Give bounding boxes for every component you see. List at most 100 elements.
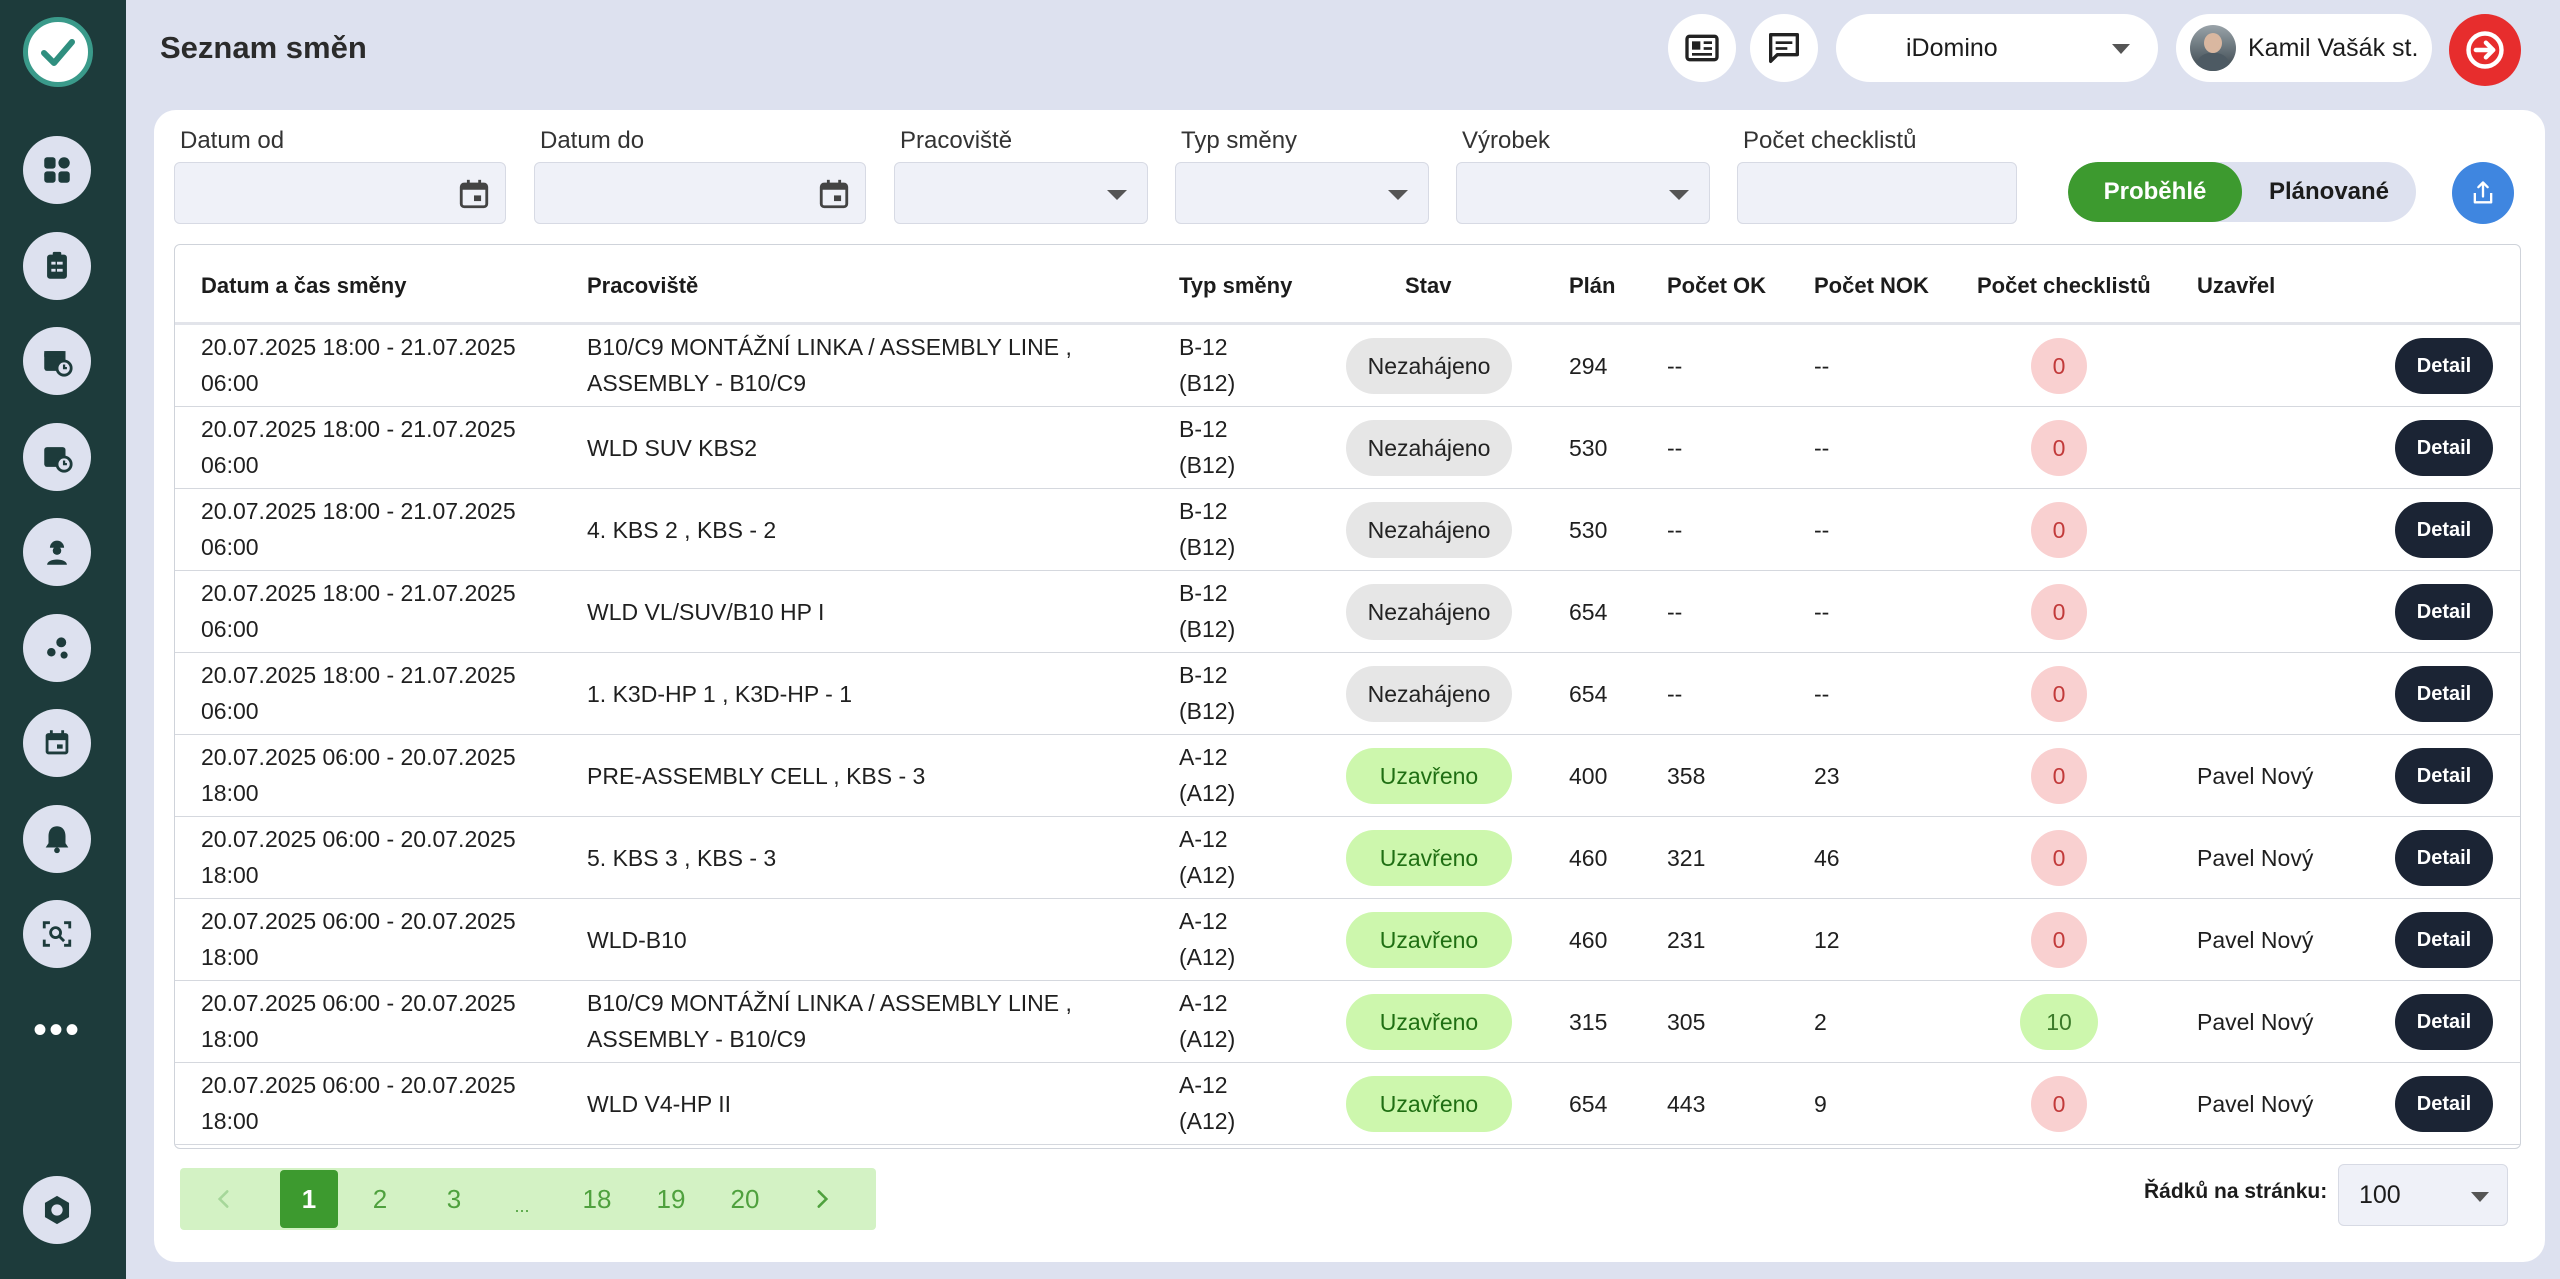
cell-workplace: 4. KBS 2 , KBS - 2 bbox=[587, 517, 777, 543]
col-nok[interactable]: Počet NOK bbox=[1814, 273, 1929, 298]
sidebar-item-notifications[interactable] bbox=[23, 805, 91, 873]
sidebar-item-settings[interactable] bbox=[23, 1176, 91, 1244]
table-row[interactable]: 20.07.2025 06:00 - 20.07.2025 18:00 PRE-A… bbox=[175, 735, 2520, 817]
rows-per-page-select[interactable]: 100 bbox=[2338, 1164, 2508, 1226]
detail-button[interactable]: Detail bbox=[2395, 338, 2493, 394]
cell-workplace: WLD VL/SUV/B10 HP I bbox=[587, 599, 825, 625]
cell-nok: -- bbox=[1814, 599, 1830, 625]
page-2[interactable]: 2 bbox=[372, 1183, 388, 1214]
cell-type: B-12 (B12) bbox=[1179, 662, 1236, 724]
shift-table: Datum a čas směny Pracoviště Typ směny S… bbox=[174, 244, 2521, 1149]
cell-type: B-12 (B12) bbox=[1179, 416, 1236, 478]
sidebar-item-dashboard[interactable] bbox=[23, 136, 91, 204]
table-row[interactable]: 20.07.2025 18:00 - 21.07.2025 06:00 1. K3… bbox=[175, 653, 2520, 735]
cell-workplace: B10/C9 MONTÁŽNÍ LINKA / ASSEMBLY LINE , … bbox=[587, 990, 1072, 1052]
product-select[interactable] bbox=[1456, 162, 1710, 224]
shift-type-select[interactable] bbox=[1175, 162, 1429, 224]
status-badge: Nezahájeno bbox=[1346, 584, 1512, 640]
app-logo[interactable] bbox=[23, 17, 93, 87]
sidebar-more-button[interactable]: ••• bbox=[32, 1008, 81, 1052]
sidebar-item-processes[interactable] bbox=[23, 614, 91, 682]
table-row[interactable]: 20.07.2025 18:00 - 21.07.2025 06:00 WLD V… bbox=[175, 571, 2520, 653]
logout-button[interactable] bbox=[2449, 14, 2521, 86]
sidebar-item-checklists[interactable] bbox=[23, 232, 91, 300]
cell-nok: -- bbox=[1814, 353, 1830, 379]
user-menu[interactable]: Kamil Vašák st. bbox=[2176, 14, 2432, 82]
cell-ok: -- bbox=[1667, 517, 1683, 543]
detail-button[interactable]: Detail bbox=[2395, 502, 2493, 558]
check-logo-icon bbox=[41, 39, 75, 66]
bell-icon bbox=[45, 826, 69, 854]
page-20[interactable]: 20 bbox=[730, 1183, 760, 1214]
detail-button[interactable]: Detail bbox=[2395, 420, 2493, 476]
calendar-icon[interactable] bbox=[817, 177, 851, 211]
chevron-down-icon bbox=[1669, 190, 1689, 200]
detail-button[interactable]: Detail bbox=[2395, 1076, 2493, 1132]
messages-button[interactable] bbox=[1750, 14, 1818, 82]
detail-button[interactable]: Detail bbox=[2395, 912, 2493, 968]
col-type[interactable]: Typ směny bbox=[1179, 273, 1293, 298]
checklist-count-input[interactable] bbox=[1737, 162, 2017, 224]
page-title: Seznam směn bbox=[160, 30, 367, 65]
col-ok[interactable]: Počet OK bbox=[1667, 273, 1767, 298]
detail-button[interactable]: Detail bbox=[2395, 830, 2493, 886]
col-state[interactable]: Stav bbox=[1405, 273, 1452, 298]
company-select[interactable]: iDomino bbox=[1836, 14, 2158, 82]
date-from-input[interactable] bbox=[174, 162, 506, 224]
table-row[interactable]: 20.07.2025 06:00 - 20.07.2025 18:00 5. KB… bbox=[175, 817, 2520, 899]
date-to-input[interactable] bbox=[534, 162, 866, 224]
page-3[interactable]: 3 bbox=[446, 1183, 462, 1214]
sidebar-item-shifts[interactable] bbox=[23, 327, 91, 395]
cell-type: A-12 (A12) bbox=[1179, 1072, 1236, 1134]
prev-page-button[interactable] bbox=[202, 1168, 246, 1230]
detail-button[interactable]: Detail bbox=[2395, 584, 2493, 640]
toggle-planned[interactable]: Plánované bbox=[2268, 178, 2390, 205]
sidebar-item-scan[interactable] bbox=[23, 900, 91, 968]
chevron-down-icon bbox=[1388, 190, 1408, 200]
col-plan[interactable]: Plán bbox=[1569, 273, 1616, 298]
export-button[interactable] bbox=[2452, 162, 2514, 224]
table-row[interactable]: 20.07.2025 06:00 - 20.07.2025 18:00 WLD V… bbox=[175, 1063, 2520, 1145]
toggle-past[interactable]: Proběhlé bbox=[2068, 162, 2242, 222]
logout-icon bbox=[2466, 31, 2504, 69]
col-workplace[interactable]: Pracoviště bbox=[587, 273, 699, 298]
status-badge: Nezahájeno bbox=[1346, 666, 1512, 722]
cell-ok: -- bbox=[1667, 353, 1683, 379]
cell-type: A-12 (A12) bbox=[1179, 908, 1236, 970]
table-row[interactable]: 20.07.2025 06:00 - 20.07.2025 18:00 B10/C… bbox=[175, 981, 2520, 1063]
cell-ok: 358 bbox=[1667, 763, 1706, 789]
cell-type: A-12 (A12) bbox=[1179, 826, 1236, 888]
sidebar-item-calendar[interactable] bbox=[23, 709, 91, 777]
cell-closed-by: Pavel Nový bbox=[2197, 927, 2314, 953]
table-row[interactable]: 20.07.2025 18:00 - 21.07.2025 06:00 WLD S… bbox=[175, 407, 2520, 489]
detail-button[interactable]: Detail bbox=[2395, 994, 2493, 1050]
table-header: Datum a čas směny Pracoviště Typ směny S… bbox=[175, 245, 2520, 325]
workplace-select[interactable] bbox=[894, 162, 1148, 224]
detail-button[interactable]: Detail bbox=[2395, 748, 2493, 804]
page-18[interactable]: 18 bbox=[582, 1183, 612, 1214]
settings-icon bbox=[44, 1195, 70, 1225]
nodes-icon bbox=[47, 637, 68, 659]
col-datetime[interactable]: Datum a čas směny bbox=[201, 273, 407, 298]
shift-time-toggle: Proběhlé Plánované bbox=[2068, 162, 2416, 222]
table-row[interactable]: 20.07.2025 18:00 - 21.07.2025 06:00 B10/C… bbox=[175, 325, 2520, 407]
checklist-count-badge: 10 bbox=[2020, 994, 2098, 1050]
calendar-icon[interactable] bbox=[457, 177, 491, 211]
cell-type: A-12 (A12) bbox=[1179, 990, 1236, 1052]
cell-datetime: 20.07.2025 18:00 - 21.07.2025 06:00 bbox=[201, 334, 516, 396]
calendar-clock-alt-icon bbox=[44, 447, 73, 473]
table-row[interactable]: 20.07.2025 06:00 - 20.07.2025 18:00 WLD-B… bbox=[175, 899, 2520, 981]
cell-datetime: 20.07.2025 06:00 - 20.07.2025 18:00 bbox=[201, 990, 516, 1052]
sidebar-item-workers[interactable] bbox=[23, 518, 91, 586]
page-19[interactable]: 19 bbox=[656, 1183, 686, 1214]
col-closed-by[interactable]: Uzavřel bbox=[2197, 273, 2276, 298]
page-ellipsis: ... bbox=[514, 1195, 530, 1216]
news-button[interactable] bbox=[1668, 14, 1736, 82]
page-1[interactable]: 1 bbox=[280, 1170, 338, 1228]
sidebar-item-shift-list[interactable] bbox=[23, 423, 91, 491]
col-checklists[interactable]: Počet checklistů bbox=[1977, 273, 2151, 298]
table-row[interactable]: 20.07.2025 18:00 - 21.07.2025 06:00 4. KB… bbox=[175, 489, 2520, 571]
detail-button[interactable]: Detail bbox=[2395, 666, 2493, 722]
cell-workplace: WLD V4-HP II bbox=[587, 1091, 731, 1117]
next-page-button[interactable] bbox=[800, 1168, 844, 1230]
